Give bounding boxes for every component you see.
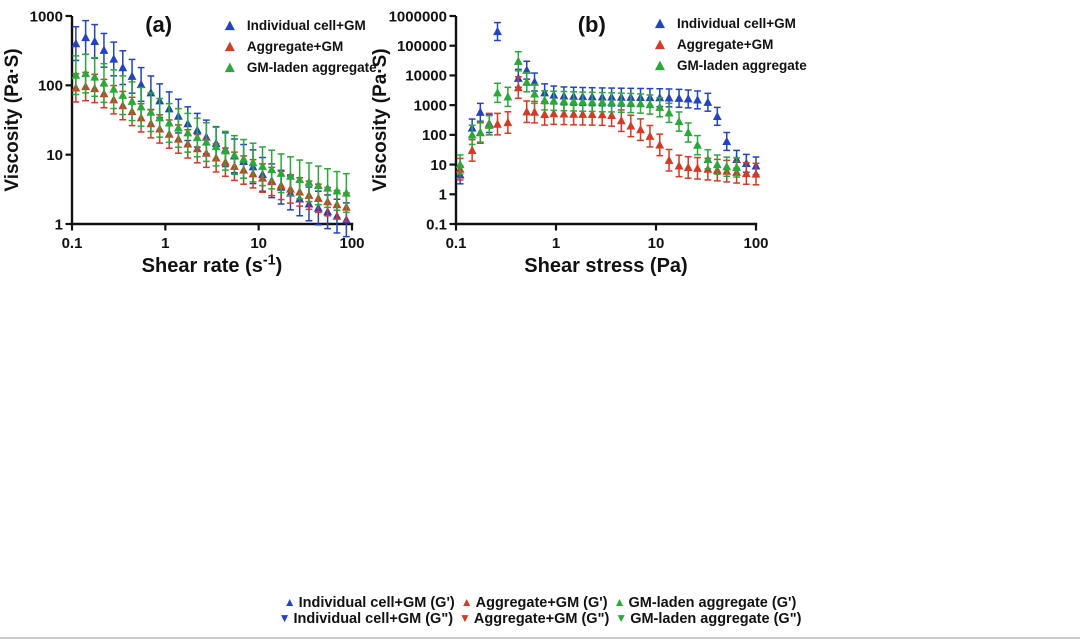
svg-text:Aggregate+GM: Aggregate+GM: [247, 39, 343, 54]
panel-b-viscosity-vs-shear-stress: 0.1 1 10 100 0.1 1 10 100 1000 10000 100000 1000000…: [358, 2, 845, 310]
legend-label: Individual cell+GM (G'): [298, 595, 455, 611]
panel-d-moduli-vs-frequency: [12, 322, 362, 590]
triangle-down-icon: ▼: [459, 611, 471, 625]
svg-text:(b): (b): [578, 12, 606, 37]
svg-text:10: 10: [430, 157, 447, 174]
svg-text:1000: 1000: [414, 97, 447, 114]
svg-text:Aggregate+GM: Aggregate+GM: [677, 37, 773, 52]
triangle-up-icon: ▲: [460, 595, 473, 609]
triangle-down-icon: ▼: [615, 611, 628, 625]
svg-text:0.1: 0.1: [62, 235, 83, 252]
shared-legend: ▲ Individual cell+GM (G') ▲ Aggregate+GM…: [0, 595, 1080, 627]
triangle-up-icon: ▲: [283, 595, 296, 609]
svg-text:GM-laden aggregate: GM-laden aggregate: [247, 60, 377, 75]
legend-label: GM-laden aggregate (G'): [628, 595, 797, 611]
svg-text:1: 1: [161, 235, 169, 252]
legend-item: ▼ GM-laden aggregate (G"): [615, 611, 801, 627]
svg-text:(a): (a): [145, 12, 172, 37]
svg-text:100: 100: [38, 78, 63, 95]
svg-text:Shear stress (Pa): Shear stress (Pa): [524, 255, 687, 277]
svg-text:100: 100: [339, 235, 364, 252]
svg-text:GM-laden aggregate: GM-laden aggregate: [677, 58, 807, 73]
svg-text:Individual cell+GM: Individual cell+GM: [677, 16, 796, 31]
legend-item: ▼ Individual cell+GM (G"): [279, 611, 453, 627]
svg-text:Shear rate (s-1): Shear rate (s-1): [142, 252, 283, 277]
legend-item: ▲ Aggregate+GM (G'): [461, 595, 608, 611]
triangle-down-icon: ▼: [278, 611, 291, 625]
panel-e-moduli-vs-shear-strain: [332, 322, 664, 590]
svg-text:Viscosity (Pa·S): Viscosity (Pa·S): [370, 48, 391, 191]
panel-a-viscosity-vs-shear-rate: 0.1 1 10 100 1 10 100 1000 Viscosity (Pa·S) Shear…: [2, 2, 377, 310]
legend-item: ▼ Aggregate+GM (G"): [459, 611, 609, 627]
svg-text:10: 10: [648, 235, 665, 252]
legend-row-g-prime: ▲ Individual cell+GM (G') ▲ Aggregate+GM…: [0, 595, 1080, 611]
svg-text:10: 10: [46, 147, 63, 164]
svg-text:0.1: 0.1: [426, 216, 447, 233]
legend-item: ▲ GM-laden aggregate (G'): [614, 595, 797, 611]
legend-label: GM-laden aggregate (G"): [630, 611, 802, 627]
svg-text:1: 1: [552, 235, 560, 252]
svg-text:10: 10: [250, 235, 267, 252]
legend-row-g-double-prime: ▼ Individual cell+GM (G") ▼ Aggregate+GM…: [0, 611, 1080, 627]
triangle-up-icon: ▲: [613, 595, 626, 609]
page-bottom-divider: [0, 637, 1080, 639]
svg-text:1000000: 1000000: [389, 8, 447, 25]
svg-text:100000: 100000: [397, 38, 447, 55]
svg-text:100: 100: [422, 127, 447, 144]
panel-f-moduli-vs-time: [660, 322, 1080, 590]
svg-text:0.1: 0.1: [446, 235, 467, 252]
legend-label: Individual cell+GM (G"): [293, 611, 454, 627]
legend-item: ▲ Individual cell+GM (G'): [284, 595, 455, 611]
svg-text:Individual cell+GM: Individual cell+GM: [247, 18, 366, 33]
svg-text:1000: 1000: [30, 8, 63, 25]
svg-text:Viscosity (Pa·S): Viscosity (Pa·S): [2, 48, 23, 191]
legend-label: Aggregate+GM (G"): [473, 611, 610, 627]
svg-text:1: 1: [439, 187, 447, 204]
panel-c-yield-stress-bar-chart: [828, 2, 1078, 318]
svg-text:100: 100: [743, 235, 768, 252]
svg-text:10000: 10000: [405, 68, 447, 85]
svg-text:1: 1: [55, 216, 63, 233]
legend-label: Aggregate+GM (G'): [475, 595, 608, 611]
